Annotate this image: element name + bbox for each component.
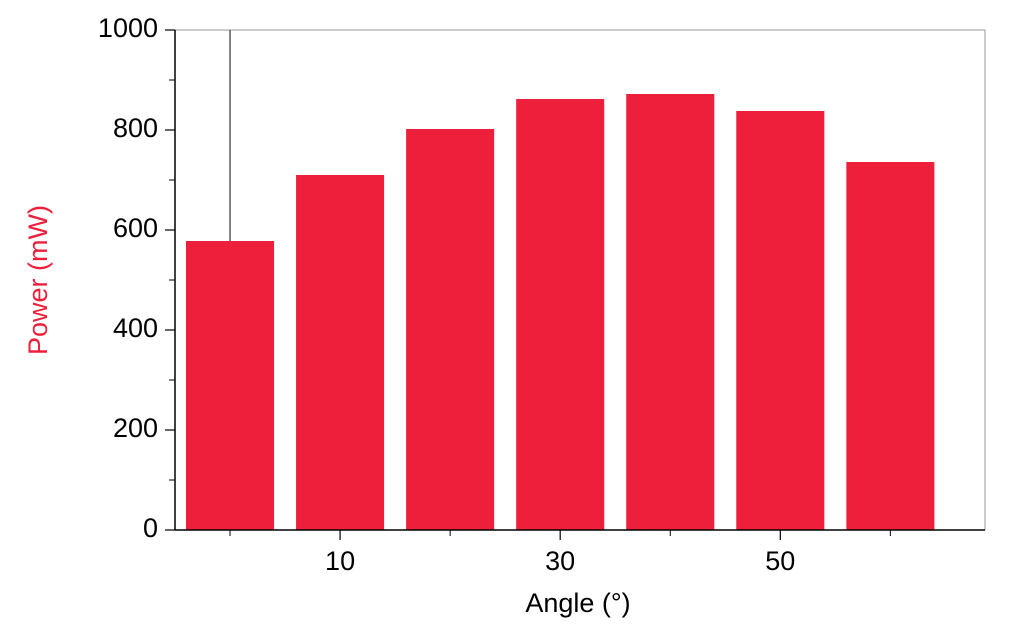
x-tick-label: 10 <box>325 546 355 576</box>
y-tick-label: 0 <box>143 513 158 543</box>
y-tick-label: 600 <box>113 213 158 243</box>
y-tick-label: 1000 <box>98 13 158 43</box>
bar <box>736 111 825 530</box>
y-tick-label: 800 <box>113 113 158 143</box>
y-axis-label: Power (mW) <box>23 205 53 355</box>
bar <box>626 94 715 530</box>
bar <box>296 175 385 530</box>
x-axis-label: Angle (°) <box>525 588 630 618</box>
y-tick-label: 400 <box>113 313 158 343</box>
bar <box>406 129 495 530</box>
y-tick-label: 200 <box>113 413 158 443</box>
bar <box>516 99 605 530</box>
bar <box>186 241 275 530</box>
x-tick-label: 30 <box>545 546 575 576</box>
bar <box>846 162 935 530</box>
x-tick-label: 50 <box>765 546 795 576</box>
